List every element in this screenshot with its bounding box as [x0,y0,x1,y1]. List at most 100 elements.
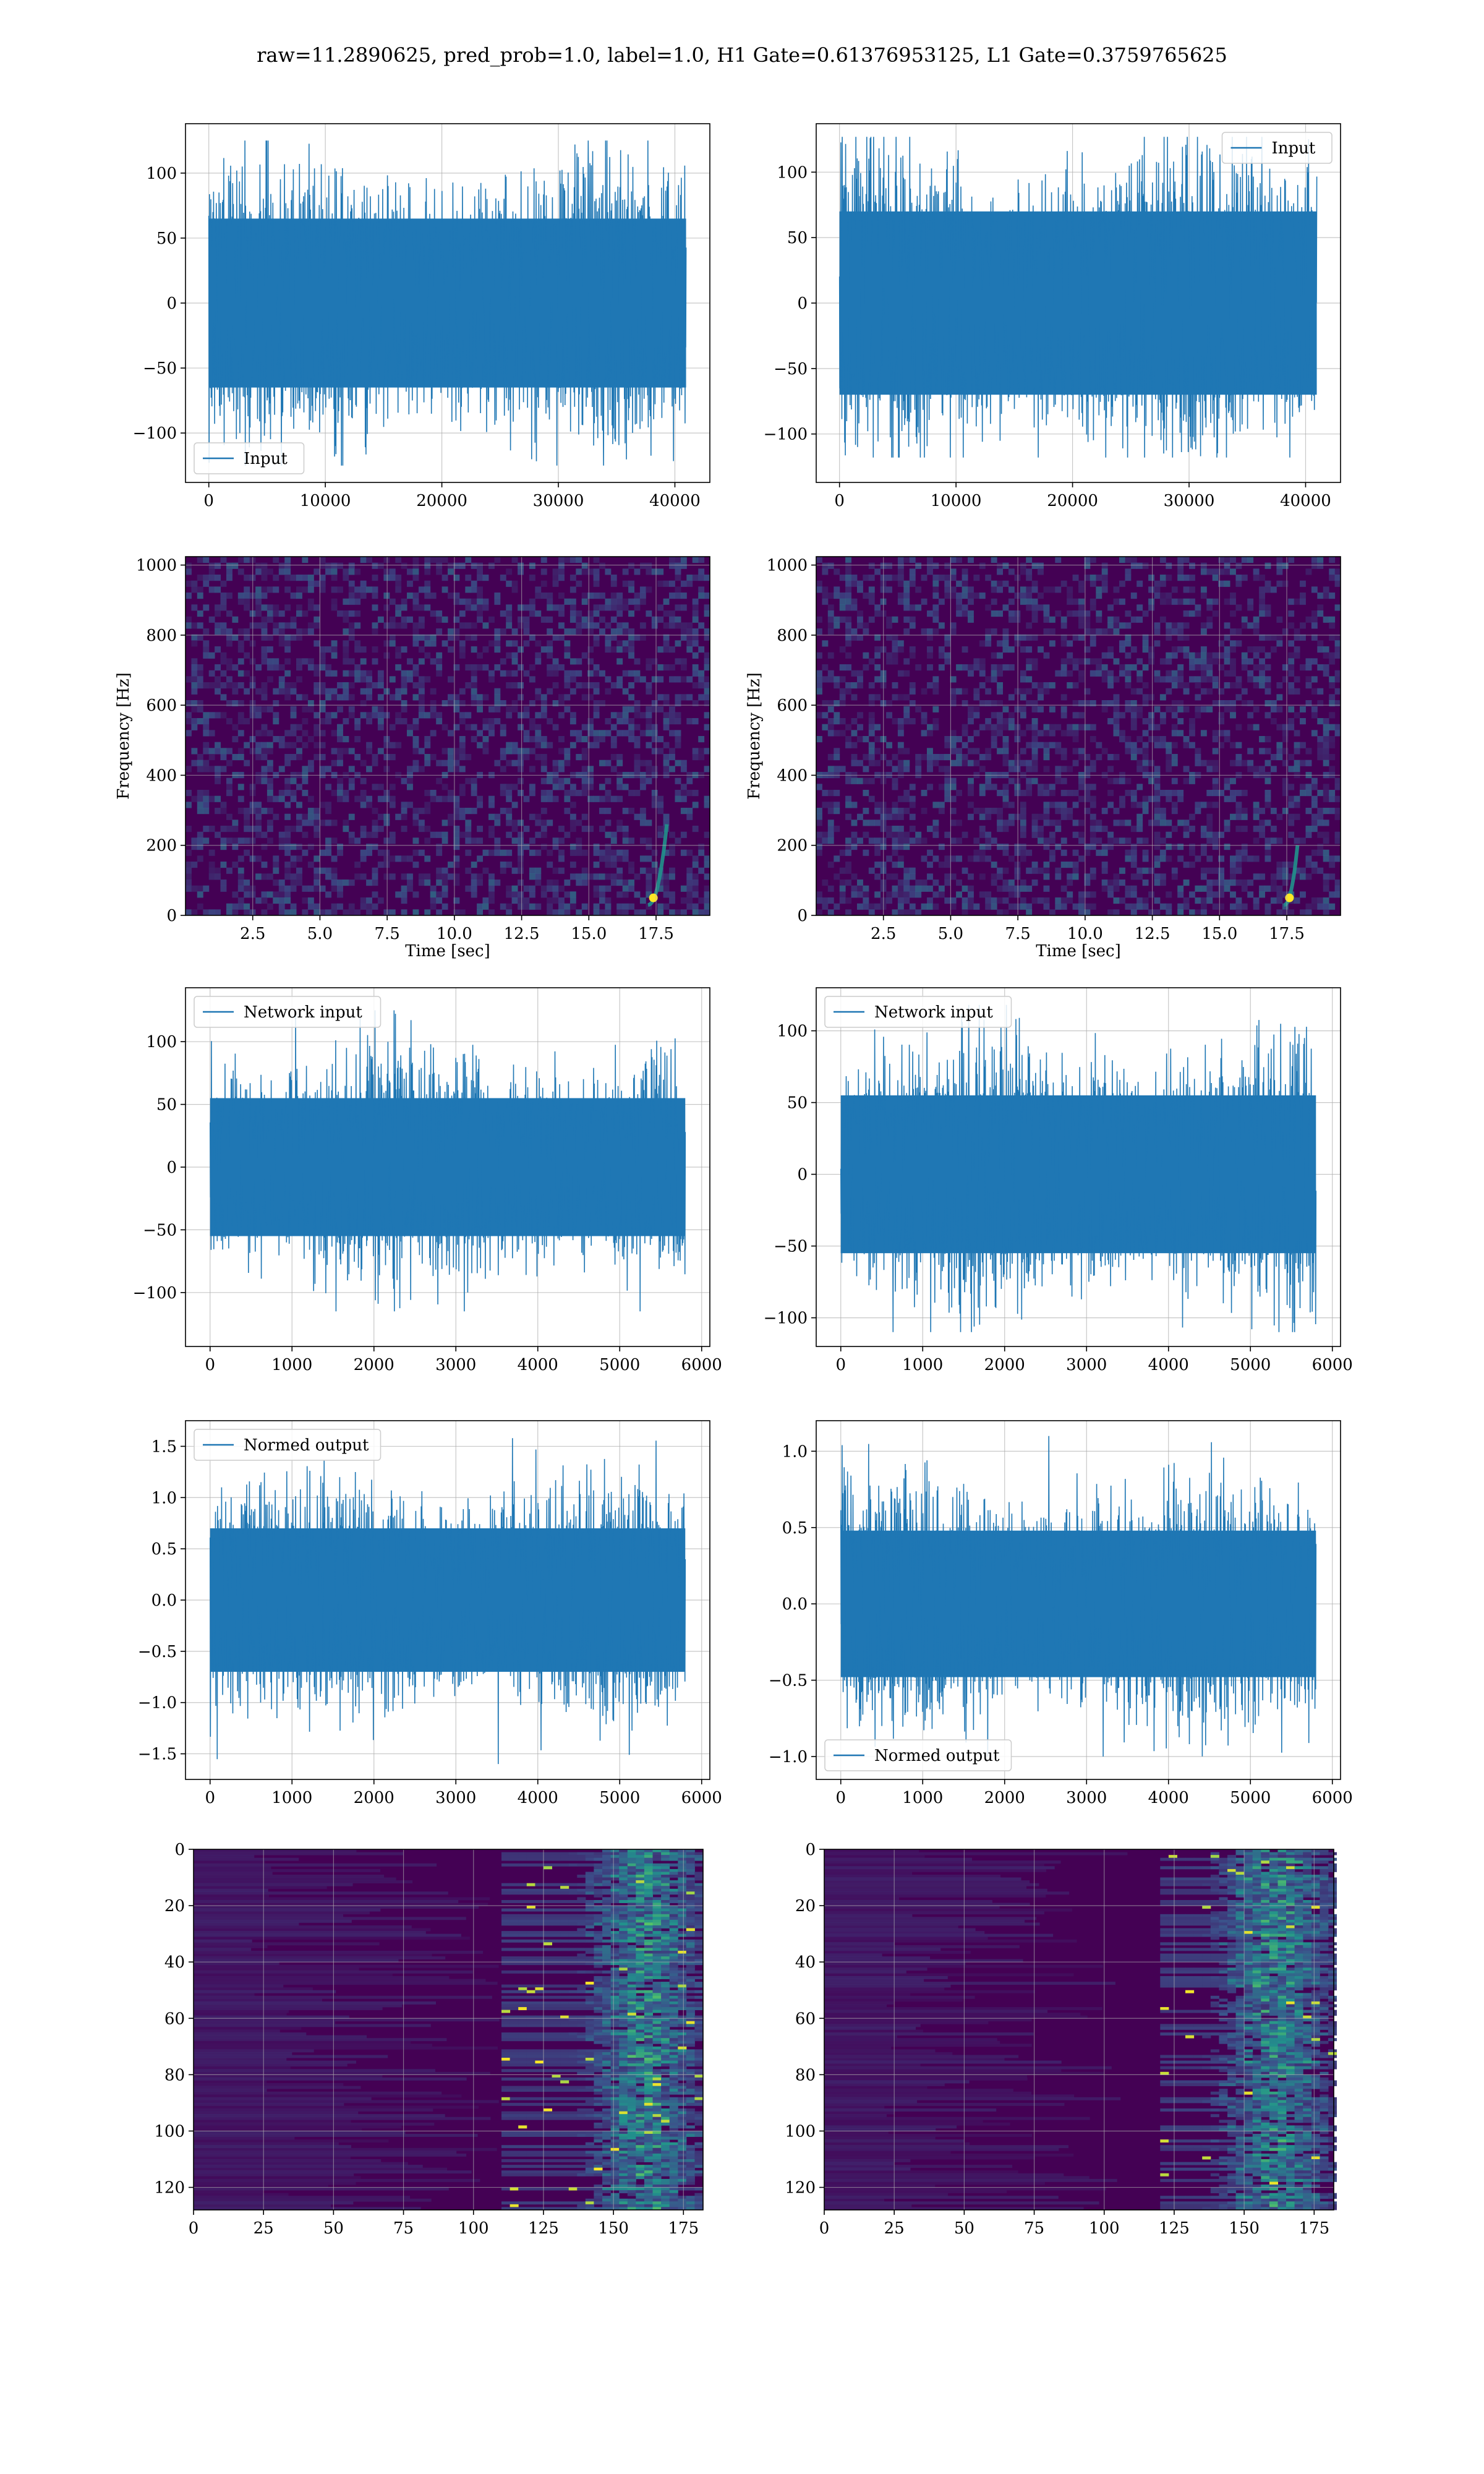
spectrogram-cell [997,813,1004,820]
spectrogram-cell [529,700,535,707]
spectrogram-cell [232,688,239,695]
spectrogram-cell [927,724,933,730]
spectrogram-cell [203,802,210,808]
spectrogram-cell [868,748,875,755]
spectrogram-cell [506,813,513,820]
spectrogram-cell [197,754,203,761]
spectrogram-cell [1235,867,1242,874]
spectrogram-cell [593,712,600,719]
spectrogram-cell [1224,777,1230,784]
spectrogram-cell [360,897,367,904]
activation-cell [627,1891,636,1895]
spectrogram-cell [424,568,431,575]
spectrogram-cell [453,855,460,862]
spectrogram-cell [337,694,343,701]
spectrogram-cell [1154,873,1161,880]
spectrogram-cell [1323,718,1329,725]
x-tick-label: 20000 [1047,492,1098,510]
spectrogram-cell [418,748,425,755]
spectrogram-cell [639,855,646,862]
spectrogram-cell [698,682,705,689]
spectrogram-cell [692,616,699,623]
spectrogram-cell [1270,873,1277,880]
activation-cell [661,1877,670,1881]
spectrogram-cell [1259,873,1266,880]
spectrogram-cell [284,831,291,838]
spectrogram-cell [244,885,250,892]
spectrogram-cell [424,562,431,569]
spectrogram-cell [1072,682,1079,689]
spectrogram-cell [465,682,472,689]
spectrogram-cell [698,748,705,755]
spectrogram-cell [191,670,198,677]
spectrogram-cell [1177,664,1184,671]
spectrogram-cell [360,790,367,797]
spectrogram-cell [1142,646,1149,653]
spectrogram-cell [290,754,297,761]
spectrogram-cell [518,622,524,629]
spectrogram-cell [278,742,285,748]
spectrogram-cell [278,831,285,838]
spectrogram-cell [1072,849,1079,856]
spectrogram-cell [692,634,699,641]
spectrogram-cell [337,724,343,730]
spectrogram-cell [605,897,612,904]
spectrogram-cell [593,903,600,910]
spectrogram-cell [436,562,443,569]
spectrogram-cell [1090,784,1096,790]
spectrogram-cell [909,813,916,820]
spectrogram-cell [581,568,588,575]
spectrogram-cell [540,760,547,766]
spectrogram-cell [1218,700,1225,707]
spectrogram-cell [302,610,309,617]
spectrogram-cell [540,826,547,833]
spectrogram-cell [237,880,244,886]
spectrogram-cell [313,724,320,730]
spectrogram-cell [985,748,992,755]
spectrogram-cell [401,598,407,605]
spectrogram-cell [284,909,291,916]
spectrogram-cell [845,742,852,748]
spectrogram-cell [1072,748,1079,755]
series-line [840,1436,1317,1757]
spectrogram-cell [372,820,378,826]
spectrogram-cell [892,909,898,916]
spectrogram-cell [1189,844,1195,850]
spectrogram-cell [979,640,986,647]
spectrogram-cell [1311,557,1318,563]
spectrogram-cell [851,718,858,725]
spectrogram-cell [377,784,384,790]
spectrogram-cell [663,580,670,587]
spectrogram-cell [1002,706,1009,713]
spectrogram-cell [296,593,302,599]
spectrogram-cell [1119,880,1125,886]
spectrogram-cell [1072,831,1079,838]
activation-cell [661,1849,670,1852]
spectrogram-cell [845,586,852,593]
activation-cell [526,1891,535,1895]
spectrogram-cell [1247,880,1254,886]
spectrogram-cell [518,724,524,730]
legend-label: Network input [874,1003,993,1022]
spectrogram-cell [255,813,262,820]
spectrogram-cell [1031,867,1038,874]
spectrogram-cell [511,748,518,755]
x-tick-label: 4000 [1148,1789,1189,1807]
spectrogram-cell [1049,730,1055,737]
x-tick-label: 5000 [1230,1789,1271,1807]
spectrogram-cell [459,610,466,617]
spectrogram-cell [494,837,501,844]
spectrogram-cell [494,706,501,713]
spectrogram-cell [1043,844,1050,850]
activation-cell [552,1883,561,1886]
spectrogram-cell [657,909,664,916]
spectrogram-cell [215,795,221,802]
spectrogram-cell [1264,820,1271,826]
spectrogram-cell [845,622,852,629]
spectrogram-cell [1159,813,1166,820]
spectrogram-cell [587,718,594,725]
spectrogram-cell [1230,658,1236,665]
spectrogram-cell [1038,646,1044,653]
spectrogram-cell [1323,820,1329,826]
spectrogram-cell [360,676,367,683]
